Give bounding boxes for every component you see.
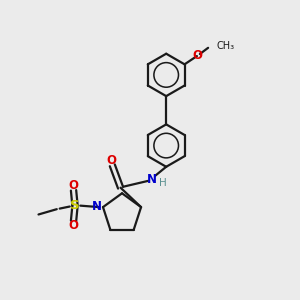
Text: N: N bbox=[92, 200, 101, 213]
Text: N: N bbox=[146, 173, 157, 186]
Text: O: O bbox=[106, 154, 116, 167]
Text: CH₃: CH₃ bbox=[216, 41, 235, 51]
Text: H: H bbox=[159, 178, 167, 188]
Text: O: O bbox=[68, 179, 79, 192]
Text: S: S bbox=[70, 199, 80, 212]
Text: O: O bbox=[192, 49, 202, 62]
Text: O: O bbox=[68, 220, 79, 232]
